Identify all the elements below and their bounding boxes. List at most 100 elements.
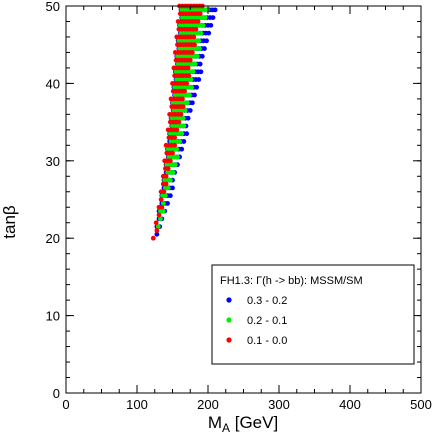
legend-label: 0.1 - 0.0 <box>247 335 287 347</box>
data-point <box>160 200 166 206</box>
data-point <box>188 77 194 82</box>
data-point <box>161 189 167 195</box>
y-tick-label: 40 <box>46 76 60 91</box>
data-point <box>185 115 191 121</box>
data-point <box>190 69 196 75</box>
data-point <box>153 220 159 226</box>
data-point <box>181 123 187 129</box>
data-point <box>189 50 195 55</box>
data-point <box>186 73 192 79</box>
data-point <box>184 131 190 137</box>
data-point <box>181 139 187 144</box>
data-point <box>187 108 193 113</box>
y-tick-label: 30 <box>46 154 60 169</box>
legend-entries: 0.3 - 0.2 0.2 - 0.1 0.1 - 0.0 <box>226 295 287 347</box>
data-point <box>172 142 178 148</box>
data-point <box>182 108 188 113</box>
data-point <box>158 216 163 222</box>
y-tick-label: 50 <box>46 0 60 14</box>
data-point <box>195 19 201 24</box>
data-point <box>170 185 175 191</box>
series-2 <box>150 3 205 241</box>
x-axis-title-unit: [GeV] <box>230 413 278 432</box>
data-point <box>194 84 200 90</box>
data-point <box>199 53 205 59</box>
legend-label: 0.2 - 0.1 <box>247 315 287 327</box>
x-axis-title-main: M <box>208 413 222 432</box>
y-tick-label: 10 <box>46 309 60 324</box>
data-point <box>200 22 206 28</box>
axis-ticks: 0 100 200 300 400 500 0 10 20 30 40 50 <box>46 0 432 412</box>
data-point <box>180 115 186 121</box>
series-1 <box>155 7 210 229</box>
data-point <box>167 177 173 183</box>
x-tick-label: 200 <box>197 397 219 412</box>
data-point <box>193 26 199 32</box>
data-point <box>176 119 182 125</box>
data-point <box>184 81 190 86</box>
data-point <box>192 92 197 98</box>
data-point <box>196 77 202 82</box>
data-point <box>197 11 203 17</box>
x-tick-label: 400 <box>339 397 361 412</box>
x-axis-title: MA [GeV] <box>208 413 278 435</box>
legend-marker <box>226 317 232 323</box>
data-point <box>155 224 161 229</box>
y-tick-label: 0 <box>53 386 60 401</box>
data-point <box>150 235 156 241</box>
data-point <box>180 96 185 102</box>
data-point <box>174 146 180 152</box>
data-point <box>206 30 212 36</box>
data-point <box>163 181 169 187</box>
data-point <box>202 46 207 51</box>
data-point <box>202 15 208 21</box>
data-point <box>187 57 193 63</box>
data-point <box>154 228 160 233</box>
legend-label: 0.3 - 0.2 <box>247 295 287 307</box>
data-points <box>150 3 218 241</box>
data-point <box>170 170 176 175</box>
data-point <box>165 166 171 171</box>
data-point <box>185 65 191 71</box>
data-point <box>192 42 197 48</box>
data-point <box>174 127 180 133</box>
x-tick-label: 300 <box>268 397 290 412</box>
data-point <box>165 200 170 206</box>
data-point <box>158 197 164 202</box>
x-axis-title-subscript: A <box>222 421 230 435</box>
y-tick-label: 20 <box>46 231 60 246</box>
data-point <box>191 34 197 40</box>
data-point <box>178 111 184 117</box>
data-point <box>179 146 185 152</box>
data-point <box>179 131 185 137</box>
data-point <box>198 30 204 36</box>
data-point <box>160 208 166 214</box>
data-point <box>192 61 198 67</box>
data-point <box>180 104 186 110</box>
data-point <box>154 231 160 237</box>
data-point <box>172 162 178 168</box>
legend-marker <box>226 337 232 343</box>
data-point <box>187 92 192 98</box>
data-point <box>167 158 173 164</box>
data-point <box>194 53 200 59</box>
data-point <box>197 46 202 51</box>
data-point <box>210 15 216 21</box>
data-point <box>204 38 209 44</box>
data-point <box>156 212 162 218</box>
data-point <box>212 7 218 13</box>
data-point <box>175 154 180 160</box>
data-point <box>182 88 187 94</box>
data-point <box>204 7 210 13</box>
x-tick-label: 500 <box>410 397 432 412</box>
data-point <box>177 139 183 144</box>
data-point <box>159 204 165 210</box>
data-point <box>189 100 195 106</box>
data-point <box>167 193 173 199</box>
data-point <box>163 193 168 199</box>
legend-box <box>211 264 415 365</box>
x-tick-label: 0 <box>62 397 69 412</box>
data-point <box>208 22 214 28</box>
data-point <box>172 135 178 140</box>
